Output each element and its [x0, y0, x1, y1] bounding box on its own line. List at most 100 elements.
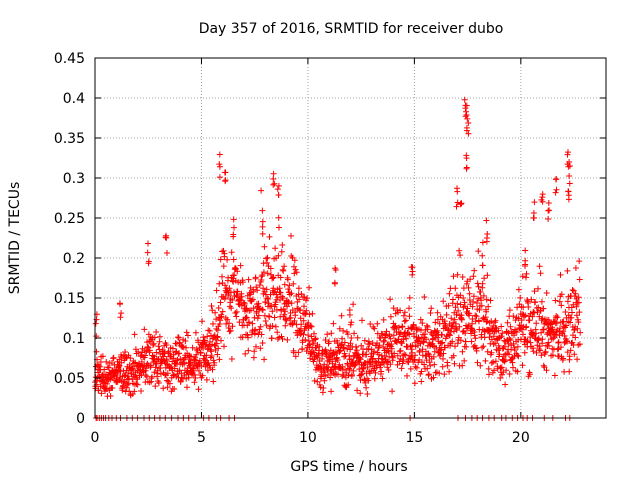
- data-point: [176, 339, 183, 346]
- data-point: [278, 248, 285, 255]
- data-point: [470, 293, 477, 300]
- data-point: [146, 347, 153, 354]
- data-point: [266, 313, 273, 320]
- data-point: [260, 285, 267, 292]
- data-point: [292, 312, 299, 319]
- data-point: [231, 272, 238, 279]
- data-point: [573, 312, 580, 319]
- data-point: [351, 330, 358, 337]
- data-point: [545, 339, 552, 346]
- data-point: [492, 340, 499, 347]
- data-point: [282, 308, 289, 315]
- data-point: [361, 337, 368, 344]
- data-point: [498, 364, 505, 371]
- data-point: [390, 305, 397, 312]
- data-point: [322, 373, 329, 379]
- y-tick-label: 0.1: [63, 331, 85, 347]
- data-point: [572, 334, 579, 341]
- data-point: [473, 347, 480, 354]
- data-point: [258, 187, 265, 194]
- data-point: [364, 364, 371, 371]
- data-point: [515, 286, 522, 293]
- data-point: [99, 353, 106, 360]
- data-point: [262, 318, 269, 324]
- data-point: [153, 329, 160, 335]
- data-points: [92, 96, 584, 421]
- data-point: [255, 300, 262, 307]
- data-point: [213, 316, 220, 323]
- data-point: [536, 263, 543, 270]
- data-point: [270, 170, 277, 177]
- data-point: [378, 368, 385, 375]
- data-point: [406, 294, 413, 301]
- data-point: [218, 337, 224, 344]
- data-point: [533, 349, 540, 356]
- data-point: [354, 387, 361, 394]
- x-tick-label: 0: [91, 430, 100, 446]
- data-point: [554, 346, 561, 353]
- data-point: [475, 295, 481, 302]
- data-point: [561, 368, 568, 375]
- data-point: [159, 346, 166, 353]
- data-point: [185, 332, 191, 339]
- data-point: [432, 319, 439, 326]
- data-point: [249, 296, 256, 303]
- data-point: [380, 338, 387, 345]
- data-point: [98, 390, 105, 397]
- data-point: [234, 288, 241, 295]
- data-point: [203, 376, 210, 383]
- data-point: [340, 345, 347, 352]
- data-point: [184, 384, 190, 391]
- data-point: [430, 374, 437, 381]
- data-point: [216, 174, 223, 181]
- data-point: [164, 377, 171, 384]
- data-point: [223, 320, 230, 327]
- data-point: [577, 329, 584, 336]
- data-point: [135, 348, 142, 355]
- data-point: [507, 323, 514, 330]
- data-point: [565, 149, 571, 156]
- data-point: [562, 309, 569, 315]
- data-point: [257, 323, 264, 330]
- data-point: [142, 372, 149, 379]
- data-point: [418, 335, 425, 342]
- data-point: [480, 292, 487, 299]
- data-point: [259, 307, 266, 313]
- data-point: [208, 353, 215, 359]
- y-tick-label: 0.4: [63, 91, 85, 107]
- data-point: [450, 319, 457, 326]
- data-point: [218, 313, 225, 320]
- data-point: [410, 321, 417, 328]
- data-point: [399, 360, 406, 367]
- data-point: [568, 314, 575, 321]
- data-point: [362, 379, 369, 386]
- data-point: [517, 294, 524, 301]
- data-point: [487, 330, 493, 337]
- data-point: [277, 289, 284, 296]
- data-point: [489, 336, 495, 343]
- data-point: [498, 323, 505, 330]
- data-point: [320, 385, 327, 391]
- data-point: [252, 274, 259, 281]
- data-point: [151, 369, 158, 376]
- data-point: [540, 305, 547, 312]
- data-point: [361, 376, 368, 383]
- data-point: [427, 362, 434, 369]
- data-point: [116, 300, 123, 307]
- data-point: [514, 352, 521, 359]
- data-point: [215, 305, 222, 311]
- data-point: [150, 340, 157, 347]
- data-point: [208, 303, 215, 309]
- data-point: [261, 356, 268, 363]
- data-point: [478, 302, 485, 309]
- data-point: [330, 320, 337, 327]
- data-point: [214, 351, 221, 358]
- data-point: [535, 304, 542, 311]
- data-point: [172, 349, 179, 356]
- data-point: [229, 297, 236, 303]
- data-point: [521, 349, 528, 356]
- data-point: [566, 173, 573, 179]
- data-point: [398, 340, 405, 347]
- data-point: [440, 350, 447, 357]
- data-point: [292, 353, 299, 360]
